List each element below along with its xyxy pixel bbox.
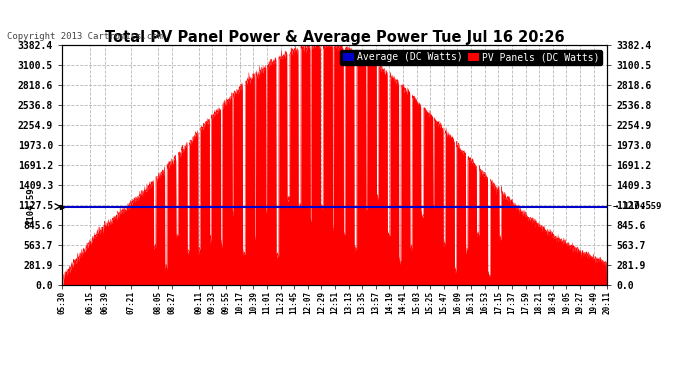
Legend: Average (DC Watts), PV Panels (DC Watts): Average (DC Watts), PV Panels (DC Watts) bbox=[340, 50, 602, 65]
Text: 1104.59: 1104.59 bbox=[26, 188, 34, 225]
Text: Copyright 2013 Cartronics.com: Copyright 2013 Cartronics.com bbox=[7, 32, 163, 41]
Title: Total PV Panel Power & Average Power Tue Jul 16 20:26: Total PV Panel Power & Average Power Tue… bbox=[105, 30, 564, 45]
Text: → 1104.59: → 1104.59 bbox=[613, 202, 661, 211]
